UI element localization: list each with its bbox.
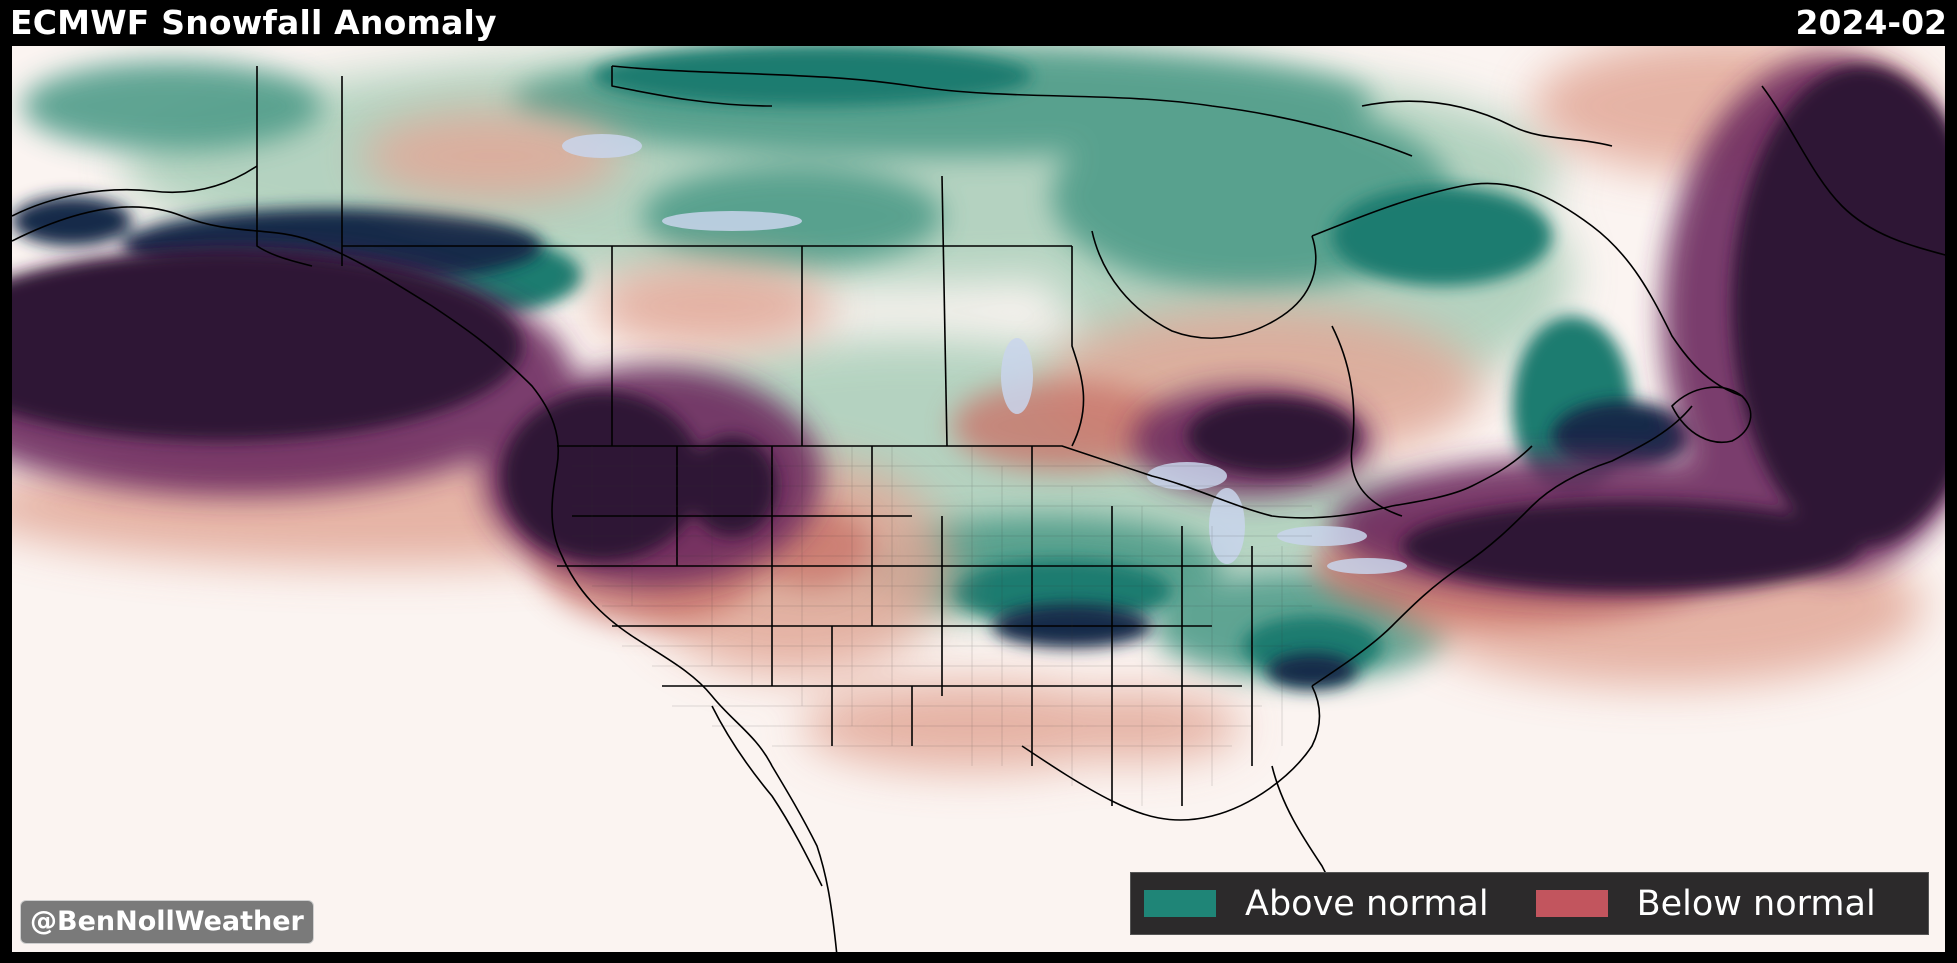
below-normal-swatch	[1535, 890, 1608, 917]
forecast-period: 2024-02	[1795, 3, 1947, 42]
legend-label-below: Below normal	[1636, 883, 1876, 924]
map-title: ECMWF Snowfall Anomaly	[10, 3, 497, 42]
anomaly-field	[12, 46, 1945, 771]
legend-item-above: Above normal	[1131, 884, 1489, 924]
snowfall-anomaly-map	[10, 44, 1947, 954]
above-normal-swatch	[1144, 890, 1216, 917]
map-canvas	[12, 46, 1945, 952]
author-credit: @BenNollWeather	[20, 900, 314, 944]
county-lines	[572, 446, 1312, 806]
legend-label-above: Above normal	[1245, 883, 1489, 924]
header-bar: ECMWF Snowfall Anomaly 2024-02	[0, 0, 1957, 44]
boundaries	[12, 65, 1945, 952]
legend-item-below: Below normal	[1523, 884, 1876, 924]
map-legend: Above normal Below normal	[1130, 872, 1929, 935]
